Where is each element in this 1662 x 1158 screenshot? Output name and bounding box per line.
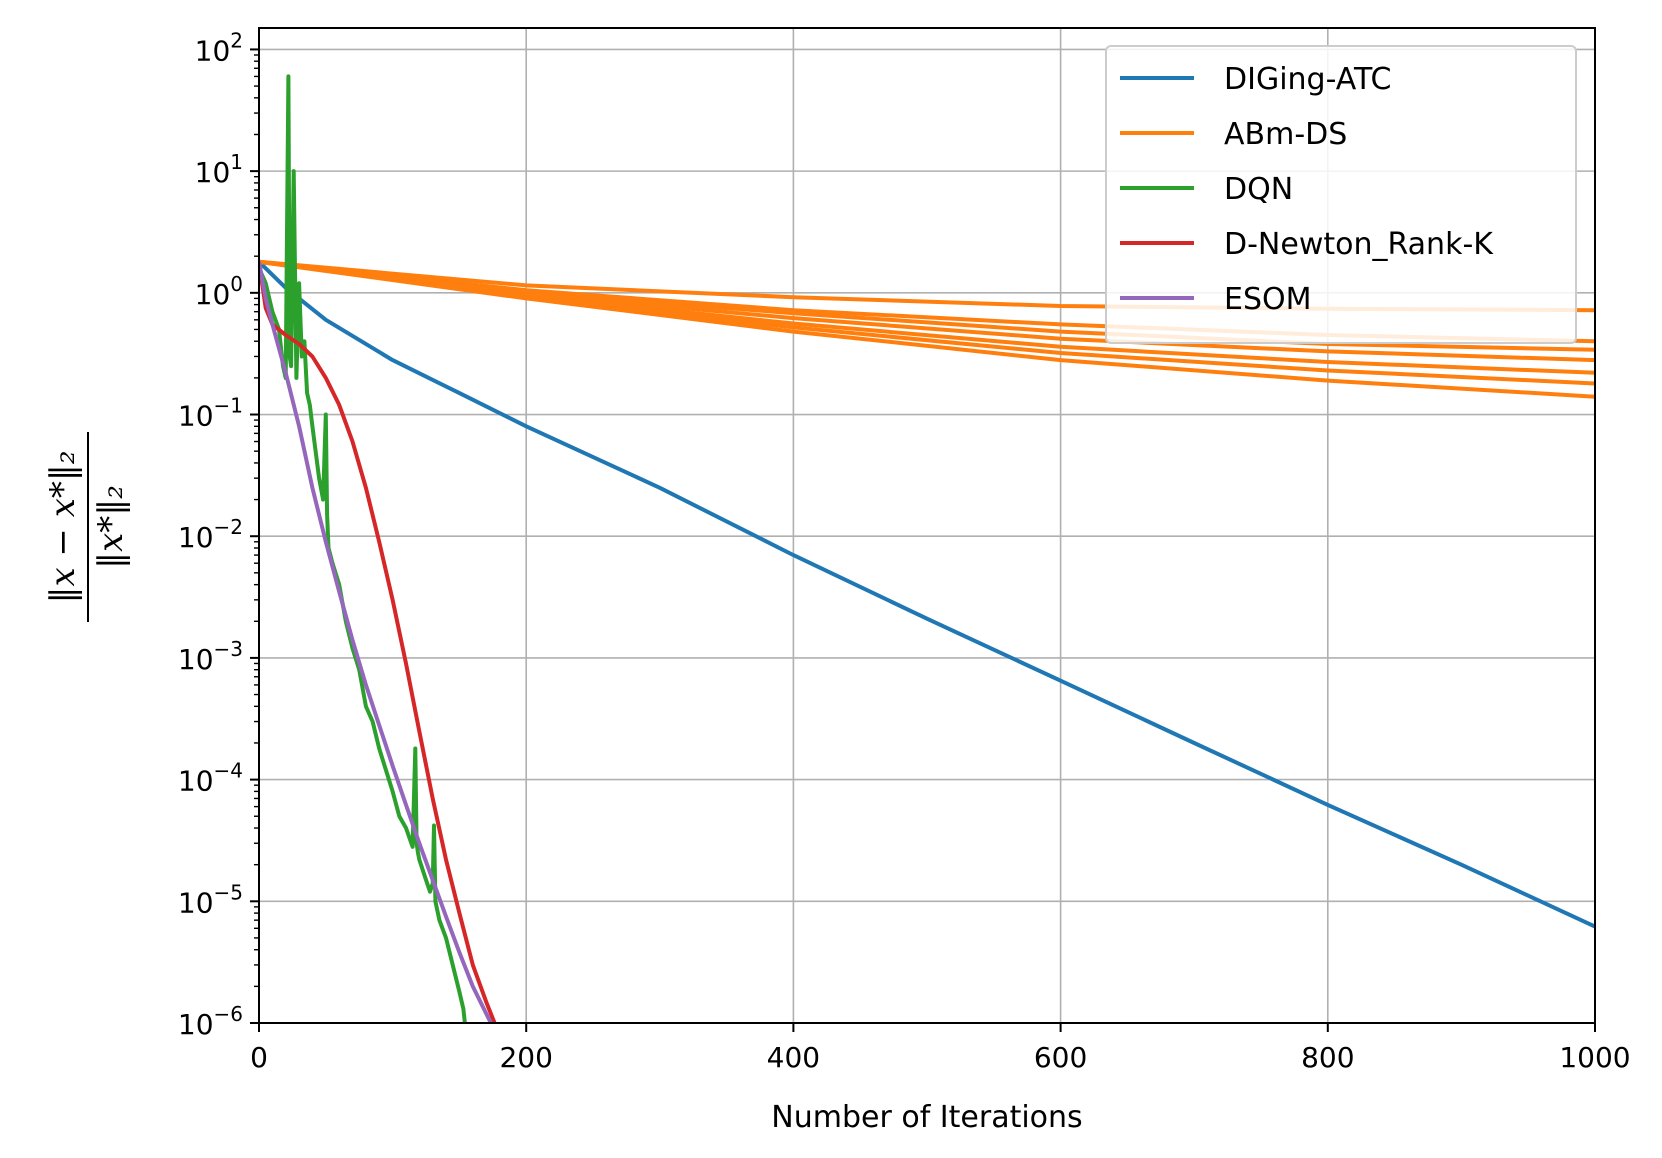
ticks xyxy=(250,48,1596,1032)
legend-box xyxy=(1105,45,1577,344)
x-tick-label: 600 xyxy=(1034,1041,1087,1074)
y-tick-label: 10−1 xyxy=(178,394,243,433)
x-tick-label: 200 xyxy=(499,1041,552,1074)
x-tick-label: 400 xyxy=(767,1041,820,1074)
legend: DIGing-ATC ABm-DS DQN D-Newton_Rank-K ESOM xyxy=(1105,45,1577,344)
series-line-abm-ds-7 xyxy=(259,259,1595,399)
y-tick-label: 100 xyxy=(195,272,243,311)
y-axis-label: ‖x − x*‖₂ ‖x*‖₂ xyxy=(43,432,131,622)
series-line-esom xyxy=(259,261,494,1023)
legend-label-abm-ds: ABm-DS xyxy=(1224,117,1347,152)
legend-label-esom: ESOM xyxy=(1224,282,1312,317)
series-line-d-newton-rank-k xyxy=(259,261,497,1023)
y-tick-label: 10−2 xyxy=(178,515,243,554)
tick-labels: 0 200 400 600 800 1000 102 101 100 10−1 10−2 10−3 10… xyxy=(178,28,1631,1074)
series-line-diging-atc xyxy=(259,260,1595,929)
x-tick-label: 800 xyxy=(1301,1041,1354,1074)
y-tick-label: 10−6 xyxy=(178,1002,243,1041)
x-axis-label: Number of Iterations xyxy=(771,1100,1082,1135)
series-layer xyxy=(259,74,1595,1023)
y-axis-label-denominator: ‖x*‖₂ xyxy=(91,485,131,569)
y-tick-label: 102 xyxy=(195,28,243,67)
legend-label-dqn: DQN xyxy=(1224,172,1293,207)
y-tick-label: 10−5 xyxy=(178,880,243,919)
y-tick-label: 101 xyxy=(195,150,243,189)
plot-frame xyxy=(258,27,1596,1024)
y-axis-label-numerator: ‖x − x*‖₂ xyxy=(43,450,83,603)
x-tick-label: 0 xyxy=(250,1041,268,1074)
legend-label-d-newton-rank-k: D-Newton_Rank-K xyxy=(1224,227,1494,262)
legend-label-diging-atc: DIGing-ATC xyxy=(1224,62,1391,97)
x-tick-label: 1000 xyxy=(1559,1041,1630,1074)
y-tick-label: 10−3 xyxy=(178,637,243,676)
y-tick-label: 10−4 xyxy=(178,759,243,798)
